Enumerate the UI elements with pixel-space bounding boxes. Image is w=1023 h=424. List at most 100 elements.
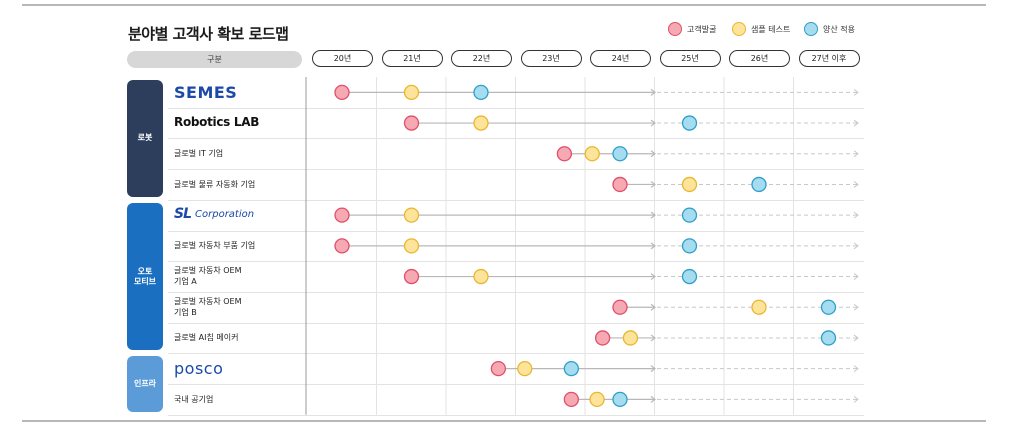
sample-test-marker (473, 115, 489, 131)
arrow-icon (650, 211, 656, 219)
arrow-icon (650, 88, 656, 96)
mass-production-marker (563, 360, 579, 377)
row-label-text: 글로벌 자동차 OEM 기업 A (174, 266, 242, 287)
sample-test-marker (584, 146, 600, 162)
sample-test-marker (681, 176, 698, 193)
customer-discovery-marker (403, 268, 420, 285)
mass-production-marker (820, 299, 837, 315)
row-label: 글로벌 자동차 부품 기업 (174, 231, 255, 261)
arrow-icon (650, 119, 656, 127)
row-label-text: SEMES (174, 82, 238, 102)
row-label: 글로벌 자동차 OEM 기업 B (174, 292, 242, 322)
customer-discovery-marker (490, 360, 507, 377)
header-pill (127, 51, 302, 68)
row-label: posco (174, 353, 223, 383)
yellow-circle-icon (732, 22, 746, 36)
page-title: 분야별 고객사 확보 로드맵 (128, 25, 289, 43)
arrow-icon (650, 365, 656, 373)
customer-discovery-marker (334, 84, 350, 100)
mass-production-marker (820, 330, 837, 346)
sample-test-marker (403, 84, 420, 100)
customer-discovery-marker (612, 176, 628, 193)
row-label-text: 글로벌 물류 자동화 기업 (174, 179, 256, 189)
arrow-icon (853, 150, 859, 158)
arrow-icon (853, 395, 859, 403)
category-block: 인프라 (127, 356, 163, 412)
row-label: Robotics LAB (174, 108, 259, 138)
row-label-text: 글로벌 IT 기업 (174, 148, 224, 158)
row-label-text: 글로벌 자동차 부품 기업 (174, 241, 256, 250)
year-header: 21년 (381, 50, 443, 67)
arrow-icon (853, 88, 859, 96)
arrow-icon (650, 242, 656, 250)
header-label: 구분 (207, 55, 222, 64)
year-header: 20년 (312, 50, 373, 67)
top-rule (22, 4, 986, 6)
row-label: 글로벌 물류 자동화 기업 (174, 169, 255, 199)
year-header: 24년 (590, 50, 651, 67)
row-label: 국내 공기업 (174, 384, 213, 414)
sample-test-marker (473, 268, 489, 285)
legend-label: 고객발굴 (687, 24, 717, 34)
mass-production-marker (473, 84, 489, 100)
category-label: 오토 모티브 (133, 266, 157, 286)
arrow-icon (853, 181, 859, 188)
mass-production-marker (612, 391, 628, 408)
category-block: 로봇 (127, 80, 163, 197)
blue-circle-icon (804, 22, 818, 36)
row-label-text: 글로벌 AI칩 메이커 (174, 333, 239, 343)
customer-discovery-marker (556, 146, 573, 162)
mass-production-marker (681, 268, 698, 285)
arrow-icon (853, 334, 859, 342)
arrow-icon (853, 211, 859, 219)
row-label: 글로벌 IT 기업 (174, 138, 223, 168)
arrow-icon (650, 180, 656, 188)
category-block: 오토 모티브 (127, 202, 163, 351)
bottom-rule (22, 420, 986, 422)
arrow-icon (650, 273, 656, 281)
row-label-text: Corporation (195, 209, 255, 221)
arrow-icon (650, 334, 656, 342)
year-header: 27년 이후 (798, 50, 860, 67)
sample-test-marker (403, 207, 420, 223)
row-label-text: Robotics LAB (174, 115, 260, 130)
customer-discovery-marker (612, 299, 628, 315)
arrow-icon (853, 273, 859, 280)
legend-label: 샘플 테스트 (751, 24, 791, 34)
arrow-icon (650, 303, 656, 311)
year-header: 26년 (729, 50, 790, 67)
red-circle-icon (668, 22, 682, 36)
arrow-icon (650, 395, 656, 403)
mass-production-marker (681, 115, 698, 131)
customer-discovery-marker (334, 207, 350, 223)
year-header: 25년 (659, 50, 721, 67)
row-divider (168, 414, 864, 416)
sample-test-marker (751, 299, 767, 315)
arrow-icon (853, 242, 859, 250)
legend-customer-discovery: 고객발굴 (668, 22, 716, 36)
legend-label: 양산 적용 (823, 24, 855, 34)
category-label: 로봇 (137, 133, 153, 143)
customer-discovery-marker (594, 330, 611, 346)
category-label: 인프라 (133, 378, 157, 388)
mass-production-marker (612, 146, 628, 162)
legend-mass-production: 양산 적용 (804, 22, 855, 36)
mass-production-marker (751, 176, 767, 193)
year-header: 22년 (451, 50, 512, 67)
row-label: 글로벌 AI칩 메이커 (174, 323, 238, 353)
arrow-icon (853, 365, 859, 373)
mass-production-marker (681, 238, 698, 254)
customer-discovery-marker (334, 238, 350, 254)
legend-sample-test: 샘플 테스트 (732, 22, 790, 36)
row-label-text: 글로벌 자동차 OEM 기업 B (174, 296, 242, 317)
customer-discovery-marker (403, 115, 420, 131)
sample-test-marker (517, 360, 533, 377)
arrow-icon (853, 119, 859, 127)
row-label: 글로벌 자동차 OEM 기업 A (174, 261, 242, 291)
row-label-text: 국내 공기업 (174, 394, 214, 404)
row-label-text: posco (174, 358, 224, 378)
arrow-icon (853, 303, 859, 311)
arrow-icon (650, 150, 656, 158)
row-label: SEMES (174, 77, 237, 107)
